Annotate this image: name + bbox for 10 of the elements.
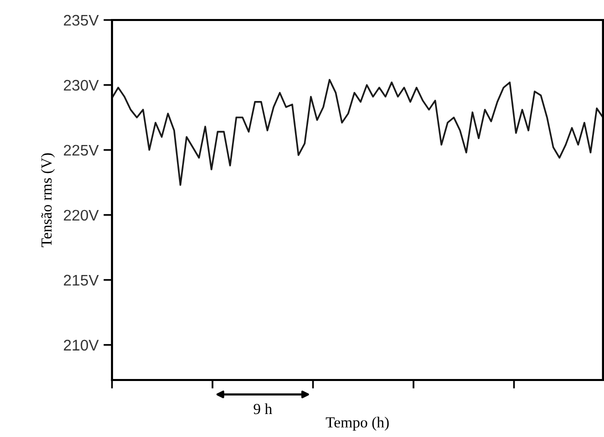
- x-axis-title: Tempo (h): [326, 416, 389, 431]
- y-tick-label: 210V: [64, 340, 99, 351]
- y-axis-title: Tensão rms (V): [40, 153, 55, 248]
- line-series: [112, 78, 603, 186]
- y-tick-label: 225V: [64, 144, 99, 156]
- text: 9 h: [254, 403, 272, 414]
- y-tick-label: 235V: [64, 14, 99, 26]
- y-tick-label: 215V: [64, 274, 99, 286]
- y-tick-label: 230V: [64, 80, 99, 91]
- y-tick-label: 220V: [64, 210, 99, 221]
